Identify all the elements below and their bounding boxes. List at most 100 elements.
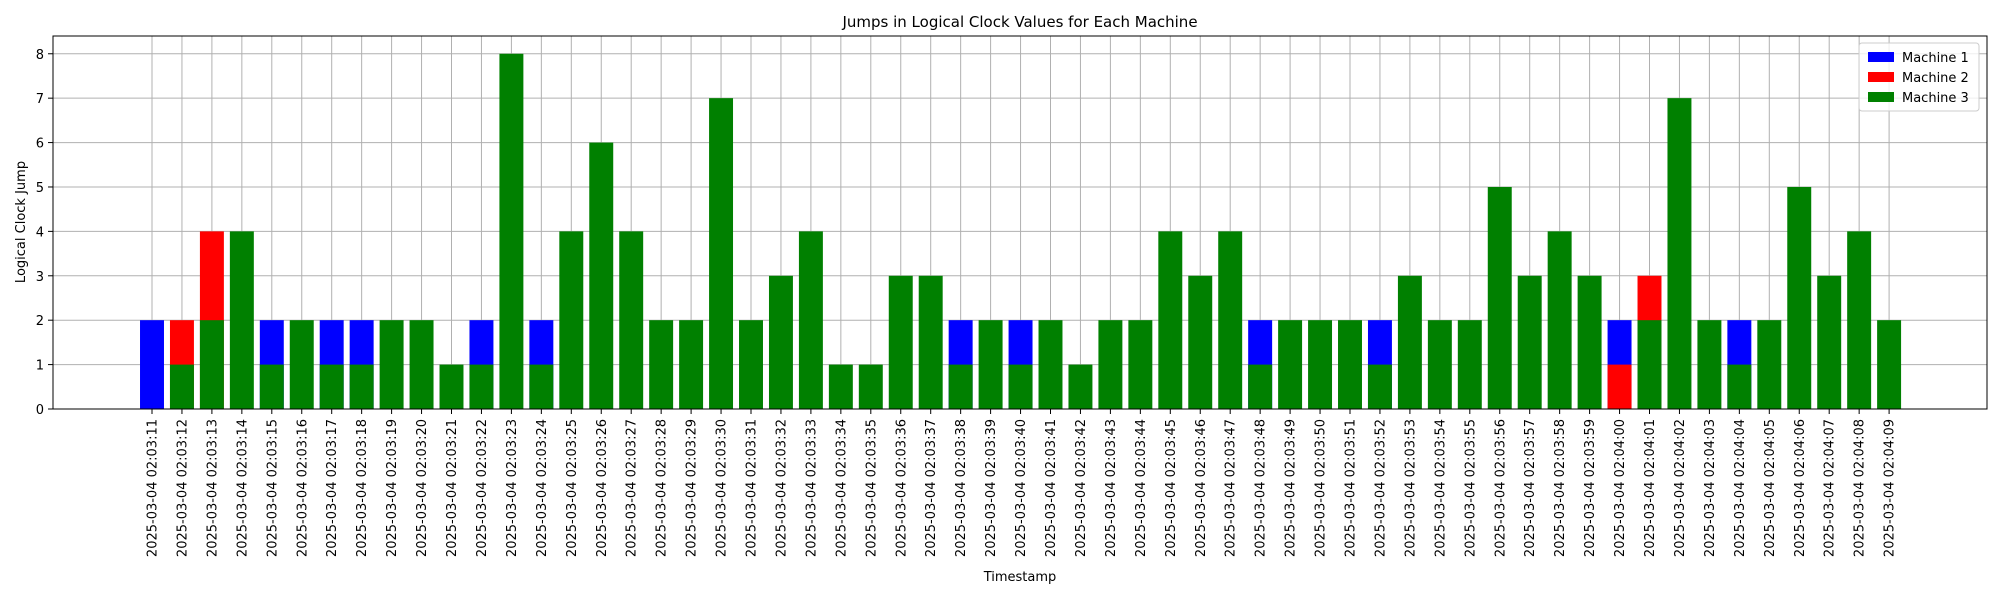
x-tick-label: 2025-03-04 02:04:01 (1643, 419, 1658, 557)
bar (1877, 320, 1902, 409)
bar (649, 320, 674, 409)
bar (1338, 320, 1362, 409)
bar (1038, 320, 1063, 409)
x-tick-label: 2025-03-04 02:03:55 (1463, 419, 1478, 557)
bar (1727, 364, 1752, 409)
y-tick-label: 4 (36, 225, 44, 240)
x-tick-label: 2025-03-04 02:03:32 (774, 419, 789, 557)
bar (1547, 231, 1572, 409)
x-tick-label: 2025-03-04 02:03:46 (1194, 419, 1209, 557)
x-tick-label: 2025-03-04 02:03:34 (834, 419, 849, 557)
bar (978, 320, 1003, 409)
x-tick-label: 2025-03-04 02:03:43 (1104, 419, 1119, 557)
bar (1278, 320, 1303, 409)
bar (1427, 320, 1452, 409)
x-tick-label: 2025-03-04 02:03:31 (745, 419, 760, 557)
x-tick-label: 2025-03-04 02:03:38 (954, 419, 969, 557)
x-tick-label: 2025-03-04 02:04:05 (1763, 419, 1778, 557)
x-tick-label: 2025-03-04 02:03:39 (984, 419, 999, 557)
y-tick-label: 5 (36, 181, 44, 196)
bar (918, 275, 943, 409)
x-tick-label: 2025-03-04 02:03:25 (565, 419, 580, 557)
legend: Machine 1 Machine 2 Machine 3 (1858, 42, 1980, 112)
legend-swatch (1868, 72, 1894, 82)
bar (619, 231, 644, 409)
x-tick-label: 2025-03-04 02:03:36 (894, 419, 909, 557)
bar (319, 364, 344, 409)
bar (1248, 364, 1273, 409)
x-tick-label: 2025-03-04 02:03:59 (1583, 419, 1598, 557)
x-tick-label: 2025-03-04 02:03:22 (475, 419, 490, 557)
x-tick-label: 2025-03-04 02:03:12 (175, 419, 190, 557)
x-tick-label: 2025-03-04 02:03:20 (415, 419, 430, 557)
x-tick-label: 2025-03-04 02:04:09 (1883, 419, 1898, 557)
x-tick-label: 2025-03-04 02:03:53 (1403, 419, 1418, 557)
x-tick-label: 2025-03-04 02:03:44 (1134, 419, 1149, 557)
bar (1098, 320, 1123, 409)
bar (1487, 186, 1512, 409)
y-tick-label: 3 (36, 270, 44, 285)
bar (888, 275, 913, 409)
bar (739, 320, 763, 409)
bar (379, 320, 404, 409)
x-tick-label: 2025-03-04 02:03:17 (325, 419, 340, 557)
y-tick-label: 2 (36, 314, 44, 329)
bar (798, 231, 823, 409)
x-tick-label: 2025-03-04 02:03:56 (1493, 419, 1508, 557)
bar (229, 231, 254, 409)
bar (1667, 98, 1692, 410)
legend-label: Machine 1 (1902, 51, 1969, 66)
bar (1847, 231, 1872, 409)
bar (1008, 364, 1033, 409)
bar (169, 364, 194, 409)
bar (349, 364, 374, 409)
x-tick-label: 2025-03-04 02:03:21 (445, 419, 460, 557)
bar (289, 320, 314, 409)
bar (140, 320, 164, 409)
axes-frame (52, 35, 1988, 410)
legend-label: Machine 2 (1902, 71, 1969, 86)
bar (1517, 275, 1542, 409)
x-tick-label: 2025-03-04 02:03:49 (1284, 419, 1299, 557)
x-tick-label: 2025-03-04 02:04:08 (1853, 419, 1868, 557)
x-tick-label: 2025-03-04 02:03:50 (1314, 419, 1329, 557)
x-tick-label: 2025-03-04 02:03:57 (1523, 419, 1538, 557)
bar (1128, 320, 1153, 409)
bar (1158, 231, 1183, 409)
bar (1607, 364, 1632, 409)
x-tick-label: 2025-03-04 02:03:54 (1433, 419, 1448, 557)
bar (858, 364, 883, 409)
legend-label: Machine 3 (1902, 91, 1969, 106)
bar (709, 98, 734, 410)
y-tick-label: 8 (36, 48, 44, 63)
x-tick-label: 2025-03-04 02:03:58 (1553, 419, 1568, 557)
x-axis-label: Timestamp (983, 570, 1057, 585)
x-tick-label: 2025-03-04 02:04:04 (1733, 419, 1748, 557)
x-tick-label: 2025-03-04 02:03:30 (715, 419, 730, 557)
bar (1757, 320, 1782, 409)
y-tick-label: 7 (36, 92, 44, 107)
x-tick-label: 2025-03-04 02:03:41 (1044, 419, 1059, 557)
x-tick-label: 2025-03-04 02:03:51 (1344, 419, 1359, 557)
bar (589, 142, 614, 410)
bar (1457, 320, 1482, 409)
x-tick-label: 2025-03-04 02:03:45 (1164, 419, 1179, 557)
x-tick-label: 2025-03-04 02:03:40 (1014, 419, 1029, 557)
bar (1637, 320, 1662, 409)
bar (679, 320, 704, 409)
x-tick-label: 2025-03-04 02:03:16 (295, 419, 310, 557)
x-tick-label: 2025-03-04 02:03:19 (385, 419, 400, 557)
bar (1787, 186, 1812, 409)
bars (140, 53, 1902, 410)
x-tick-label: 2025-03-04 02:03:11 (146, 419, 161, 557)
x-tick-label: 2025-03-04 02:03:52 (1373, 419, 1388, 557)
x-tick-label: 2025-03-04 02:04:00 (1613, 419, 1628, 557)
bar (1188, 275, 1213, 409)
x-tick-label: 2025-03-04 02:03:18 (355, 419, 370, 557)
bar (1817, 275, 1842, 409)
bar (439, 364, 464, 409)
x-tick-label: 2025-03-04 02:03:29 (685, 419, 700, 557)
x-tick-label: 2025-03-04 02:03:14 (235, 419, 250, 557)
series-machine-3 (169, 53, 1902, 410)
